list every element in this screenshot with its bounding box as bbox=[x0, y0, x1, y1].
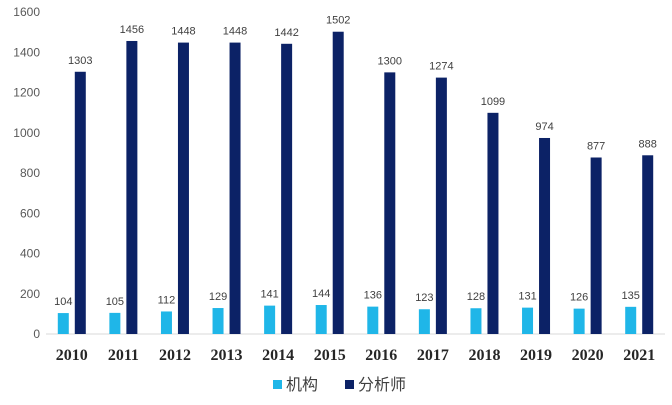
x-tick-label: 2016 bbox=[365, 347, 397, 364]
data-label: 1448 bbox=[171, 26, 195, 38]
data-label: 888 bbox=[639, 138, 657, 150]
data-label: 1303 bbox=[68, 55, 92, 67]
data-label: 129 bbox=[209, 291, 227, 303]
data-labels: 104 105 112 129 141 144 136 123 128 131 126 135 1303… bbox=[54, 15, 657, 308]
bar-fenxishi-2019 bbox=[539, 137, 551, 334]
y-tick-label: 800 bbox=[20, 166, 40, 180]
x-tick-label: 2013 bbox=[211, 347, 243, 364]
data-label: 1456 bbox=[120, 24, 144, 36]
x-tick-label: 2018 bbox=[468, 347, 500, 364]
data-label: 141 bbox=[260, 289, 278, 301]
y-tick-label: 600 bbox=[20, 206, 40, 220]
data-label: 1099 bbox=[481, 96, 505, 108]
data-label: 1300 bbox=[378, 55, 402, 67]
data-label: 128 bbox=[467, 291, 485, 303]
y-tick-label: 400 bbox=[20, 247, 40, 261]
x-tick-label: 2015 bbox=[314, 347, 346, 364]
bar-jigou-2011 bbox=[109, 312, 121, 334]
legend-label: 机构 bbox=[286, 375, 318, 394]
data-label: 144 bbox=[312, 288, 330, 300]
data-label: 1448 bbox=[223, 26, 247, 38]
y-axis-ticks: 0 200 400 600 800 1000 1200 1400 1600 bbox=[13, 5, 40, 341]
y-tick-label: 200 bbox=[20, 287, 40, 301]
bar-jigou-2014 bbox=[264, 305, 276, 334]
data-label: 877 bbox=[587, 141, 605, 153]
bar-fenxishi-2018 bbox=[487, 112, 499, 334]
x-tick-label: 2019 bbox=[520, 347, 552, 364]
legend-swatch bbox=[345, 380, 354, 389]
data-label: 1274 bbox=[429, 61, 453, 73]
bar-fenxishi-2020 bbox=[590, 157, 602, 334]
bar-fenxishi-2017 bbox=[435, 77, 447, 335]
y-tick-label: 1200 bbox=[13, 86, 40, 100]
y-tick-label: 1400 bbox=[13, 45, 40, 59]
bar-jigou-2020 bbox=[573, 308, 585, 334]
data-label: 123 bbox=[415, 292, 433, 304]
bar-fenxishi-2011 bbox=[126, 40, 138, 334]
data-label: 105 bbox=[106, 296, 124, 308]
data-label: 136 bbox=[364, 290, 382, 302]
bars bbox=[57, 31, 654, 335]
bar-jigou-2013 bbox=[212, 308, 224, 334]
data-label: 131 bbox=[518, 291, 536, 303]
x-tick-label: 2021 bbox=[623, 347, 655, 364]
bar-jigou-2012 bbox=[160, 311, 172, 334]
bar-jigou-2021 bbox=[625, 306, 637, 334]
x-tick-label: 2020 bbox=[572, 347, 604, 364]
legend: 机构 分析师 bbox=[273, 375, 406, 394]
bar-jigou-2016 bbox=[367, 306, 379, 334]
bar-fenxishi-2012 bbox=[177, 42, 189, 335]
data-label: 974 bbox=[535, 121, 553, 133]
bar-jigou-2017 bbox=[418, 309, 430, 334]
data-label: 104 bbox=[54, 296, 72, 308]
bar-jigou-2019 bbox=[522, 307, 534, 334]
bar-jigou-2010 bbox=[57, 313, 69, 334]
x-tick-label: 2011 bbox=[108, 347, 139, 364]
bar-jigou-2018 bbox=[470, 308, 482, 334]
legend-label: 分析师 bbox=[358, 375, 406, 394]
data-label: 1502 bbox=[326, 15, 350, 27]
bar-fenxishi-2015 bbox=[332, 31, 344, 334]
y-tick-label: 1000 bbox=[13, 126, 40, 140]
x-tick-label: 2017 bbox=[417, 347, 449, 364]
legend-swatch bbox=[273, 380, 282, 389]
data-label: 1442 bbox=[274, 27, 298, 39]
data-label: 126 bbox=[570, 292, 588, 304]
x-axis-ticks: 2010 2011 2012 2013 2014 2015 2016 2017 2018 2019… bbox=[56, 347, 655, 364]
x-tick-label: 2010 bbox=[56, 347, 88, 364]
x-tick-label: 2014 bbox=[262, 347, 294, 364]
x-tick-label: 2012 bbox=[159, 347, 191, 364]
bar-jigou-2015 bbox=[315, 305, 327, 334]
bar-fenxishi-2016 bbox=[384, 72, 396, 334]
bar-fenxishi-2014 bbox=[281, 43, 293, 335]
data-label: 135 bbox=[622, 290, 640, 302]
y-tick-label: 0 bbox=[33, 327, 40, 341]
data-label: 112 bbox=[158, 294, 176, 306]
bar-fenxishi-2021 bbox=[642, 155, 654, 334]
bar-fenxishi-2010 bbox=[74, 71, 86, 335]
bar-fenxishi-2013 bbox=[229, 42, 241, 335]
y-tick-label: 1600 bbox=[13, 5, 40, 19]
